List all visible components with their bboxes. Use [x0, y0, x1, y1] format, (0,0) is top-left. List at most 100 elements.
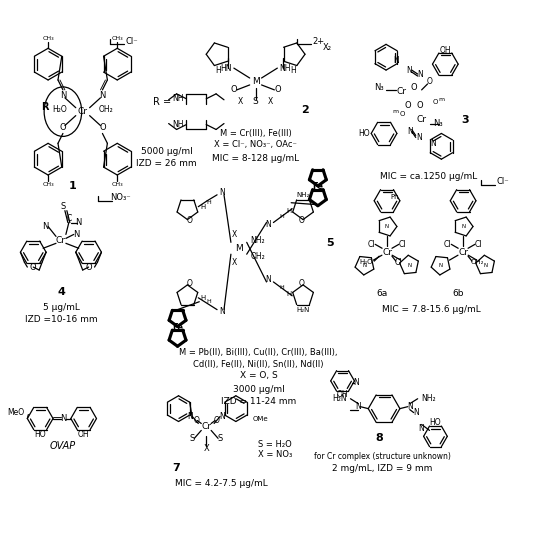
Text: H: H	[287, 208, 292, 213]
Text: OH: OH	[78, 430, 89, 439]
Text: N: N	[385, 224, 389, 229]
Text: 2+: 2+	[313, 37, 325, 46]
Text: N: N	[417, 69, 423, 79]
Text: S: S	[60, 202, 65, 211]
Text: N: N	[219, 188, 225, 197]
Text: Cd(II), Fe(II), Ni(II), Sn(II), Nd(II): Cd(II), Fe(II), Ni(II), Sn(II), Nd(II)	[193, 360, 324, 368]
Text: N: N	[413, 408, 419, 417]
Text: H₂O: H₂O	[360, 259, 373, 265]
Text: X: X	[203, 444, 209, 453]
Text: Cr: Cr	[78, 107, 88, 116]
Text: H₂O: H₂O	[52, 105, 67, 114]
Text: S: S	[217, 434, 223, 443]
Text: Ph: Ph	[391, 194, 399, 200]
Text: O: O	[187, 279, 193, 288]
Text: Cl: Cl	[399, 240, 406, 249]
Text: N: N	[99, 91, 105, 100]
Text: m: m	[393, 109, 399, 114]
Text: MIC = 8-128 μg/mL: MIC = 8-128 μg/mL	[212, 153, 299, 163]
Text: 6b: 6b	[452, 289, 464, 298]
Text: N: N	[431, 139, 437, 148]
Text: O: O	[187, 216, 193, 225]
Text: 1: 1	[69, 181, 77, 191]
Text: X: X	[268, 97, 273, 106]
Text: X: X	[232, 230, 237, 239]
Text: N: N	[439, 262, 443, 268]
Text: N₃: N₃	[374, 84, 384, 92]
Text: 6a: 6a	[377, 289, 388, 298]
Text: O: O	[427, 78, 432, 86]
Text: N: N	[406, 65, 412, 75]
Text: NH₂: NH₂	[296, 192, 310, 198]
Text: Cl⁻: Cl⁻	[496, 178, 509, 186]
Text: HN: HN	[220, 64, 232, 73]
Text: S: S	[190, 434, 195, 443]
Text: O: O	[274, 85, 281, 95]
Text: CH₃: CH₃	[42, 183, 54, 188]
Text: H₂N: H₂N	[296, 307, 310, 312]
Text: Cr: Cr	[458, 248, 468, 257]
Text: N: N	[219, 307, 225, 316]
Text: Cl: Cl	[475, 240, 483, 249]
Text: N: N	[355, 402, 361, 411]
Text: MIC = 4.2-7.5 μg/mL: MIC = 4.2-7.5 μg/mL	[175, 480, 267, 488]
Text: Cr: Cr	[201, 422, 211, 431]
Text: O: O	[99, 123, 105, 132]
Text: H: H	[201, 204, 206, 210]
Text: O: O	[399, 111, 405, 117]
Text: 7: 7	[173, 463, 181, 473]
Text: OH: OH	[337, 390, 348, 399]
Text: OH₂: OH₂	[250, 252, 266, 261]
Text: Fe: Fe	[312, 183, 324, 191]
Text: 2: 2	[301, 104, 309, 115]
Text: MIC = 7.8-15.6 μg/mL: MIC = 7.8-15.6 μg/mL	[382, 305, 481, 314]
Text: Cl: Cl	[368, 240, 375, 249]
Text: N₃: N₃	[433, 119, 443, 128]
Text: X: X	[238, 97, 243, 106]
Text: O: O	[230, 85, 237, 95]
Text: Fe: Fe	[172, 323, 183, 332]
Text: 3000 μg/ml: 3000 μg/ml	[233, 386, 285, 394]
Text: 5 μg/mL: 5 μg/mL	[43, 303, 80, 312]
Text: OH₂: OH₂	[98, 105, 113, 114]
Text: N: N	[407, 127, 413, 136]
Text: H₂N: H₂N	[332, 394, 347, 403]
Text: H: H	[201, 295, 206, 301]
Text: M = Pb(II), Bi(III), Cu(II), Cr(III), Ba(III),: M = Pb(II), Bi(III), Cu(II), Cr(III), Ba…	[179, 348, 338, 357]
Text: m: m	[438, 97, 445, 102]
Text: S: S	[253, 97, 259, 106]
Text: Cr: Cr	[382, 248, 392, 257]
Text: O: O	[85, 262, 92, 272]
Text: 5000 μg/ml: 5000 μg/ml	[141, 147, 193, 156]
Text: N: N	[76, 218, 82, 227]
Text: N: N	[74, 230, 80, 239]
Text: X = NO₃: X = NO₃	[258, 450, 292, 459]
Text: O: O	[213, 416, 219, 425]
Text: M = Cr(III), Fe(III): M = Cr(III), Fe(III)	[220, 129, 292, 138]
Text: 8: 8	[375, 433, 383, 443]
Text: S = H₂O: S = H₂O	[258, 440, 292, 449]
Text: M: M	[235, 244, 243, 253]
Text: O: O	[60, 123, 66, 132]
Text: H: H	[207, 299, 212, 304]
Text: N: N	[353, 378, 359, 387]
Text: N: N	[461, 224, 465, 229]
Text: NH: NH	[172, 94, 183, 103]
Text: H: H	[291, 65, 296, 75]
Text: NH₂: NH₂	[421, 394, 436, 403]
Text: O: O	[193, 416, 199, 425]
Text: 5: 5	[326, 238, 334, 248]
Text: NH₂: NH₂	[250, 236, 265, 245]
Text: OVAP: OVAP	[50, 441, 76, 451]
Text: N: N	[42, 222, 48, 231]
Text: HO: HO	[35, 430, 46, 439]
Text: NH: NH	[279, 64, 291, 73]
Text: R: R	[41, 102, 49, 112]
Text: HO: HO	[430, 418, 441, 427]
Text: O: O	[417, 101, 423, 110]
Text: O: O	[411, 84, 417, 92]
Text: X = O, S: X = O, S	[240, 371, 278, 381]
Text: Cl: Cl	[444, 240, 451, 249]
Text: Cr: Cr	[417, 115, 427, 124]
Text: N: N	[419, 424, 425, 433]
